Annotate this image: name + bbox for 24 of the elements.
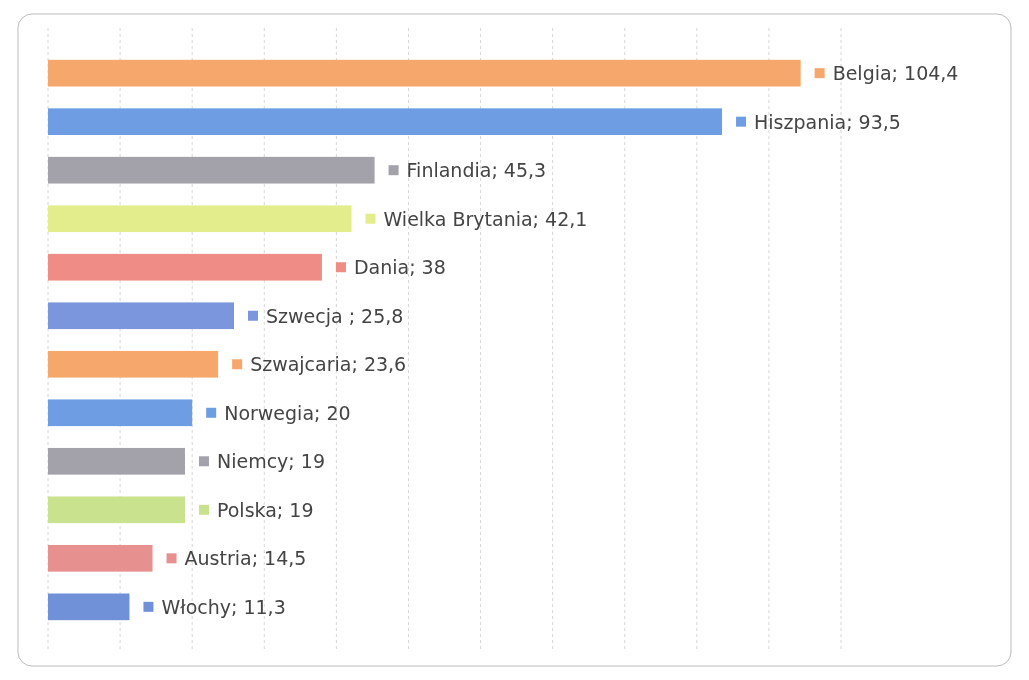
bar [48,253,322,281]
bar [48,593,130,621]
bar [48,302,234,330]
data-label: Austria; 14,5 [184,547,307,570]
data-label: Dania; 38 [353,256,446,279]
data-label: Szwajcaria; 23,6 [250,353,407,376]
bar [48,350,219,378]
data-label: Finlandia; 45,3 [406,159,547,182]
data-label: Wielka Brytania; 42,1 [383,207,588,230]
bar [48,108,723,136]
bar [48,156,375,184]
bar [48,399,193,427]
data-label: Norwegia; 20 [224,401,351,424]
bar [48,59,801,87]
bar [48,496,185,524]
data-label: Polska; 19 [216,498,314,521]
data-label: Szwecja ; 25,8 [265,304,404,327]
data-label: Niemcy; 19 [216,450,325,473]
data-label: Belgia; 104,4 [832,62,959,85]
bar [48,544,153,572]
bar [48,205,352,233]
bar [48,447,185,475]
data-label: Włochy; 11,3 [161,595,286,618]
data-label: Hiszpania; 93,5 [754,110,901,133]
